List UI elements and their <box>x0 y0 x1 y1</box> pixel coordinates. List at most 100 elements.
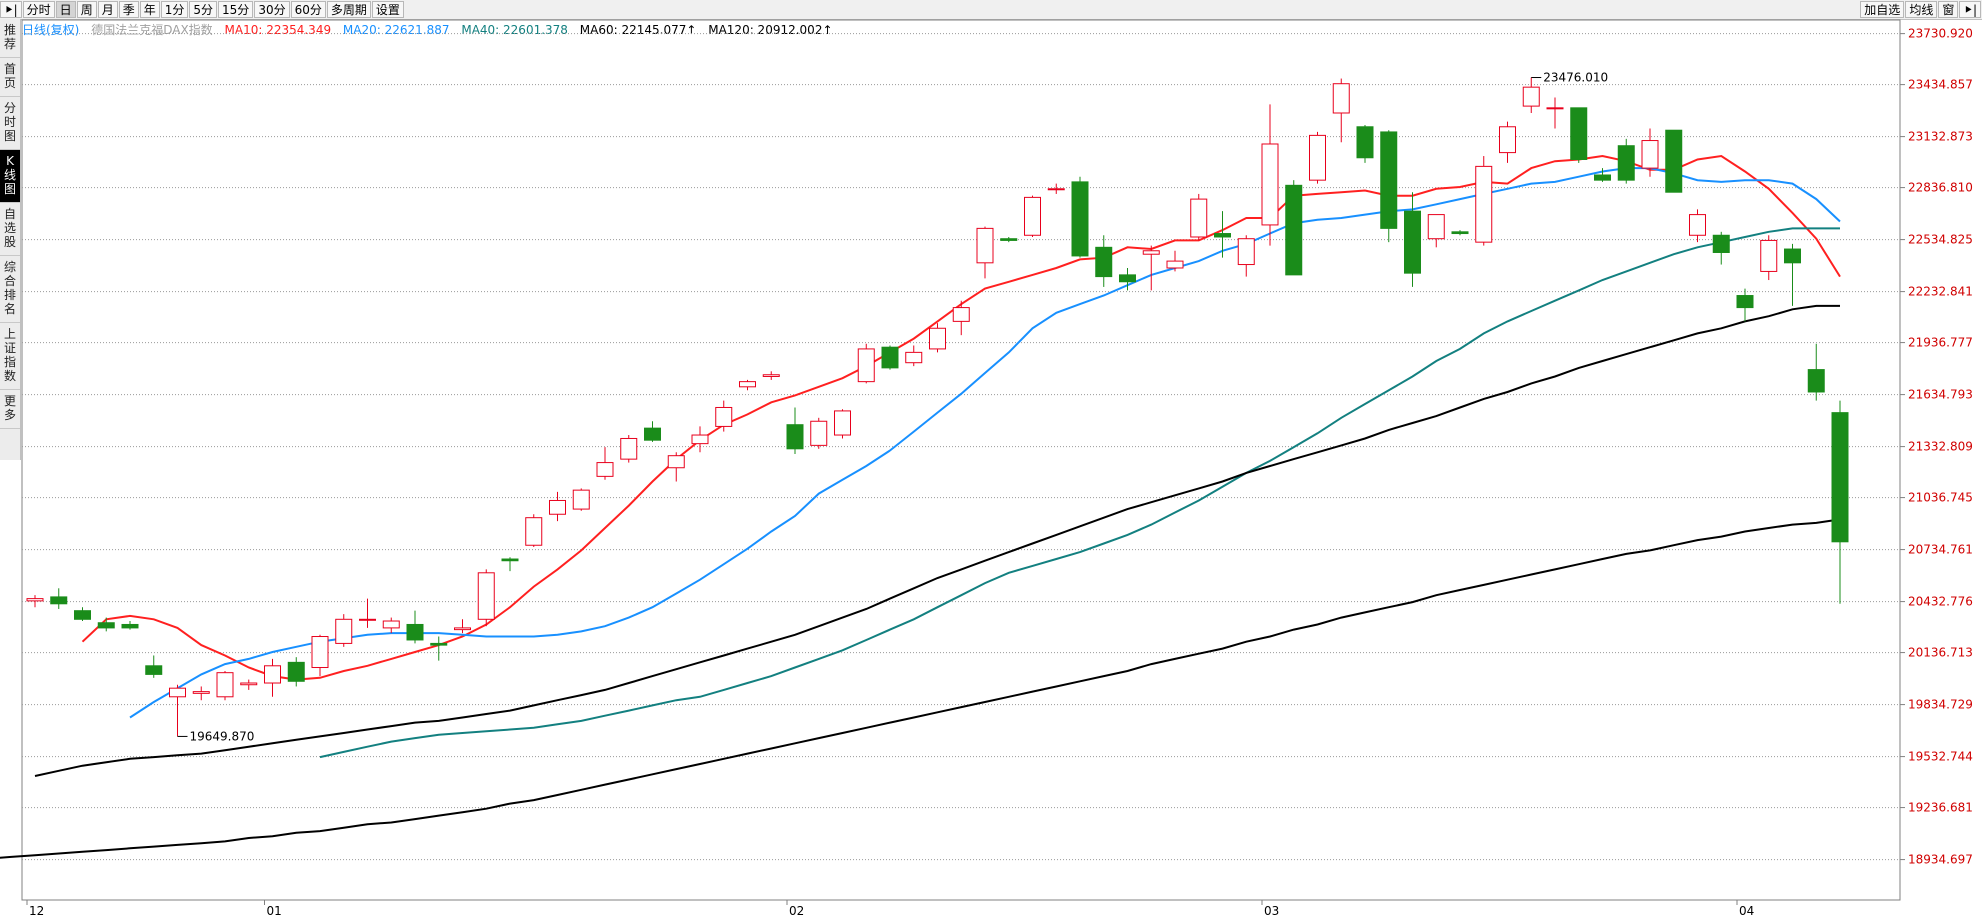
candle-body[interactable] <box>1071 181 1089 257</box>
candle-body[interactable] <box>1142 250 1160 255</box>
period-tab-9[interactable]: 30分 <box>254 1 290 18</box>
candle-body[interactable] <box>929 327 946 350</box>
candle-body[interactable] <box>715 406 733 427</box>
candle-body[interactable] <box>97 622 115 629</box>
candle-body[interactable] <box>406 623 424 641</box>
candle-body[interactable] <box>1380 131 1398 229</box>
candle-body[interactable] <box>454 627 471 631</box>
candle-body[interactable] <box>264 665 281 684</box>
candle-body[interactable] <box>1617 145 1635 181</box>
candle-body[interactable] <box>192 691 210 694</box>
sidebar-item-4[interactable]: 自选股 <box>0 203 20 256</box>
candle-body[interactable] <box>216 672 234 698</box>
candle-body[interactable] <box>1237 238 1255 266</box>
expand-icon[interactable]: ⯈| <box>1959 1 1981 18</box>
candle-body[interactable] <box>1784 248 1801 264</box>
candle-body[interactable] <box>786 424 804 450</box>
candle-body[interactable] <box>1760 239 1778 272</box>
candle-body[interactable] <box>572 489 590 510</box>
candle-body[interactable] <box>739 381 756 388</box>
candle-body[interactable] <box>287 661 305 682</box>
candle-body[interactable] <box>335 618 353 644</box>
candle-body[interactable] <box>1736 295 1754 309</box>
candle-body[interactable] <box>50 596 68 605</box>
candle-body[interactable] <box>596 462 614 477</box>
candle-body[interactable] <box>1166 260 1184 269</box>
candle-body[interactable] <box>1285 184 1303 276</box>
candle-body[interactable] <box>1190 198 1208 238</box>
candle-body[interactable] <box>905 351 923 364</box>
candle-body[interactable] <box>620 437 638 460</box>
candle-body[interactable] <box>1689 214 1706 236</box>
candle-body[interactable] <box>74 610 91 620</box>
candle-body[interactable] <box>145 665 163 675</box>
candle-body[interactable] <box>1451 231 1469 235</box>
candle-body[interactable] <box>762 374 780 377</box>
candle-body[interactable] <box>1261 143 1279 226</box>
period-tab-4[interactable]: 季 <box>118 1 139 18</box>
candle-body[interactable] <box>644 427 661 441</box>
period-tab-12[interactable]: 设置 <box>371 1 404 18</box>
period-tab-0[interactable]: 分时 <box>22 1 55 18</box>
candle-body[interactable] <box>311 636 329 669</box>
candle-body[interactable] <box>976 227 994 264</box>
candle-body[interactable] <box>382 620 400 629</box>
candle-body[interactable] <box>240 682 258 686</box>
candle-body[interactable] <box>1214 233 1231 238</box>
candle-body[interactable] <box>1427 214 1445 240</box>
period-tab-6[interactable]: 1分 <box>160 1 189 18</box>
sidebar-item-6[interactable]: 上证指数 <box>0 323 20 390</box>
candle-body[interactable] <box>549 499 566 515</box>
toolbar-right-button-1[interactable]: 均线 <box>1905 1 1938 18</box>
candle-body[interactable] <box>501 558 519 562</box>
candle-body[interactable] <box>1024 196 1041 236</box>
candle-body[interactable] <box>881 346 899 369</box>
period-tab-10[interactable]: 60分 <box>290 1 326 18</box>
sidebar-item-1[interactable]: 首页 <box>0 58 20 97</box>
candle-body[interactable] <box>667 455 685 469</box>
candle-body[interactable] <box>691 434 709 445</box>
candle-body[interactable] <box>477 572 495 620</box>
sidebar-item-5[interactable]: 综合排名 <box>0 256 20 323</box>
candle-body[interactable] <box>1499 126 1516 154</box>
candle-body[interactable] <box>1356 126 1374 159</box>
toolbar-collapse-icon[interactable]: ⯈| <box>0 1 22 18</box>
candle-body[interactable] <box>121 623 139 629</box>
candle-body[interactable] <box>1641 140 1659 169</box>
period-tab-7[interactable]: 5分 <box>189 1 218 18</box>
period-tab-1[interactable]: 日 <box>55 1 76 18</box>
legend-mode[interactable]: 日线(复权) <box>22 23 80 37</box>
toolbar-right-button-0[interactable]: 加自选 <box>1860 1 1905 18</box>
candle-body[interactable] <box>857 348 875 383</box>
candle-body[interactable] <box>834 410 851 436</box>
candle-body[interactable] <box>525 517 543 546</box>
candle-body[interactable] <box>1665 129 1683 193</box>
period-tab-8[interactable]: 15分 <box>218 1 254 18</box>
candle-body[interactable] <box>430 642 448 646</box>
candle-body[interactable] <box>1000 238 1018 241</box>
sidebar-item-0[interactable]: 推荐 <box>0 19 20 58</box>
candle-body[interactable] <box>1332 83 1350 114</box>
period-tab-3[interactable]: 月 <box>97 1 118 18</box>
candle-body[interactable] <box>1404 210 1421 274</box>
candle-body[interactable] <box>1807 369 1825 393</box>
candle-body[interactable] <box>1570 107 1588 160</box>
candle-body[interactable] <box>26 598 44 602</box>
candle-body[interactable] <box>169 687 186 698</box>
candle-body[interactable] <box>1522 86 1540 107</box>
candle-body[interactable] <box>1119 274 1136 283</box>
sidebar-item-7[interactable]: 更多 <box>0 390 20 429</box>
candle-body[interactable] <box>1546 107 1564 110</box>
period-tab-5[interactable]: 年 <box>139 1 160 18</box>
candle-body[interactable] <box>1831 412 1849 543</box>
sidebar-item-2[interactable]: 分时图 <box>0 97 20 150</box>
period-tab-11[interactable]: 多周期 <box>326 1 371 18</box>
candle-body[interactable] <box>810 420 828 446</box>
candle-body[interactable] <box>1594 174 1611 181</box>
candle-body[interactable] <box>1095 246 1113 278</box>
candle-body[interactable] <box>952 307 970 322</box>
candle-body[interactable] <box>1475 165 1493 243</box>
period-tab-2[interactable]: 周 <box>76 1 97 18</box>
